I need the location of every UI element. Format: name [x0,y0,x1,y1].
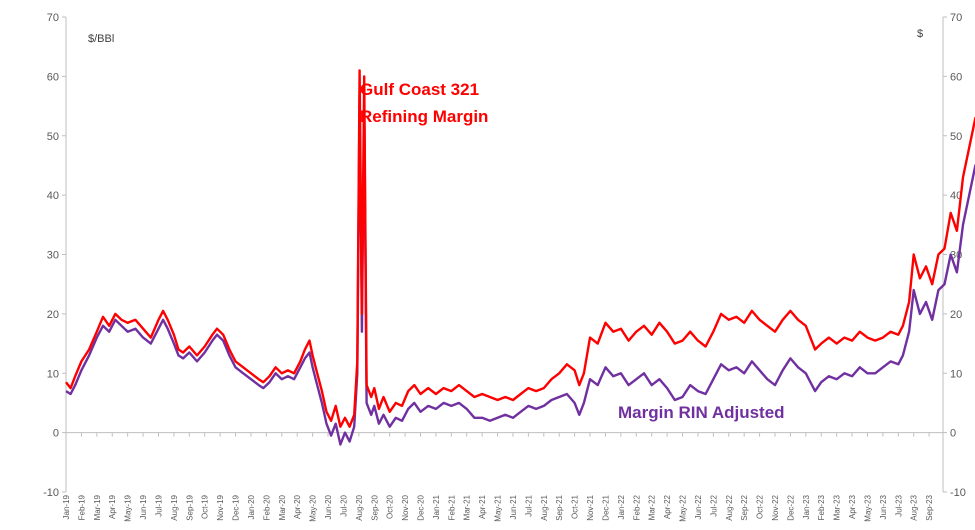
x-tick-label: Mar-21 [463,494,472,520]
x-tick-label: Jun-23 [879,494,888,519]
x-tick-label: Aug-20 [355,494,364,520]
x-tick-label: Jun-21 [509,494,518,519]
right-y-tick-label: 20 [950,309,962,321]
x-tick-label: Dec-19 [232,494,241,520]
x-tick-label: Dec-20 [416,494,425,520]
x-tick-label: Oct-22 [756,494,765,519]
x-tick-label: Jun-20 [324,494,333,519]
x-tick-label: Oct-19 [201,494,210,519]
right-y-tick-label: 50 [950,131,962,143]
right-axis-unit-label: $ [917,28,923,40]
x-tick-label: May-19 [124,494,133,521]
x-tick-label: Feb-22 [632,494,641,520]
right-y-tick-label: -10 [950,487,966,499]
left-y-tick-label: 50 [47,131,59,143]
x-tick-label: Feb-23 [817,494,826,520]
x-tick-label: Aug-21 [540,494,549,520]
x-tick-label: Jun-22 [694,494,703,519]
series-layer [65,69,975,446]
x-tick-label: Jun-19 [139,494,148,519]
annotation-rin-adjusted: Margin RIN Adjusted [618,403,785,422]
x-tick-label: Jan-21 [432,494,441,519]
right-y-tick-label: 40 [950,190,962,202]
x-tick-label: Jul-23 [894,494,903,516]
x-tick-label: Mar-22 [648,494,657,520]
series-line-rin-adjusted [65,93,975,446]
x-tick-label: Aug-23 [910,494,919,520]
x-tick-label: Mar-19 [93,494,102,520]
x-tick-label: Nov-21 [586,494,595,520]
x-tick-label: Aug-22 [725,494,734,520]
x-tick-label: Sep-21 [555,494,564,520]
right-y-tick-label: 0 [950,428,956,440]
x-tick-label: Jul-20 [339,494,348,516]
x-tick-label: Jul-19 [154,494,163,516]
series-line-gulf-coast-margin [65,69,975,428]
x-tick-label: May-23 [863,494,872,521]
x-tick-label: Apr-21 [478,494,487,519]
x-tick-label: Jan-20 [247,494,256,519]
x-tick-label: Aug-19 [170,494,179,520]
x-tick-label: May-20 [309,494,318,521]
left-y-tick-label: 30 [47,250,59,262]
left-y-tick-label: -10 [43,487,59,499]
left-y-tick-label: 10 [47,368,59,380]
x-tick-label: Nov-20 [401,494,410,520]
left-axis-unit-label: $/BBl [88,33,114,45]
left-y-tick-label: 70 [47,12,59,24]
x-tick-label: Sep-22 [740,494,749,520]
x-tick-label: Apr-19 [108,494,117,519]
annotation-gulf-coast-line2: Refining Margin [360,107,488,126]
x-tick-label: Dec-21 [601,494,610,520]
x-tick-label: Dec-22 [786,494,795,520]
x-tick-label: Apr-20 [293,494,302,519]
x-tick-label: Sep-20 [370,494,379,520]
x-tick-label: Apr-22 [663,494,672,519]
left-y-tick-label: 40 [47,190,59,202]
x-tick-label: May-22 [679,494,688,521]
x-tick-label: Apr-23 [848,494,857,519]
x-tick-label: Feb-20 [262,494,271,520]
x-tick-label: Mar-20 [278,494,287,520]
x-tick-label: Jan-23 [802,494,811,519]
x-tick-label: Jan-22 [617,494,626,519]
left-y-tick-label: 60 [47,71,59,83]
x-tick-label: Oct-21 [571,494,580,519]
right-y-tick-label: 10 [950,368,962,380]
x-tick-label: Oct-20 [386,494,395,519]
right-y-tick-label: 60 [950,71,962,83]
x-tick-label: Jan-19 [62,494,71,519]
x-tick-label: Feb-19 [77,494,86,520]
left-y-tick-label: 20 [47,309,59,321]
x-tick-label: Nov-22 [771,494,780,520]
x-tick-label: Sep-23 [925,494,934,520]
x-tick-label: Mar-23 [833,494,842,520]
left-y-tick-label: 0 [53,428,59,440]
right-y-tick-label: 70 [950,12,962,24]
x-tick-label: Jul-22 [709,494,718,516]
x-tick-label: May-21 [494,494,503,521]
annotation-gulf-coast-line1: Gulf Coast 321 [360,80,479,99]
x-tick-label: Nov-19 [216,494,225,520]
x-tick-label: Jul-21 [524,494,533,516]
x-tick-label: Sep-19 [185,494,194,520]
x-tick-label: Feb-21 [447,494,456,520]
